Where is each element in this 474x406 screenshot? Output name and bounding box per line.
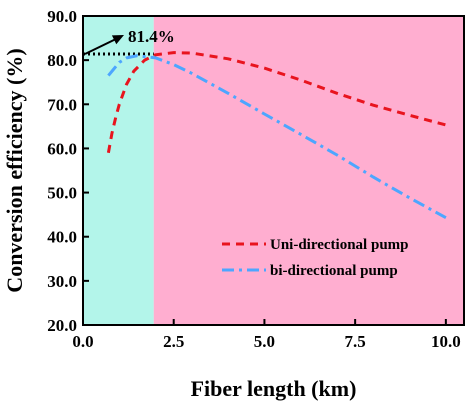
annotation-arrow [84, 37, 119, 55]
y-tick-label: 20.0 [47, 316, 77, 335]
plot-frame [82, 15, 465, 326]
series-line-1 [107, 54, 447, 220]
y-tick-label: 50.0 [47, 184, 77, 203]
x-axis-title: Fiber length (km) [191, 376, 357, 401]
legend: Uni-directional pump bi-directional pump [222, 237, 409, 279]
y-tick-label: 30.0 [47, 272, 77, 291]
y-axis-title: Conversion efficiency (%) [2, 48, 27, 292]
legend-label-uni: Uni-directional pump [270, 237, 409, 253]
y-tick-label: 70.0 [47, 95, 77, 114]
x-tick-label: 2.5 [163, 332, 184, 351]
axis-ticks: 0.0 2.5 5.0 7.5 10.0 20.0 30.0 40.0 50.0 60.0 70.0… [47, 7, 460, 351]
annotation-arrowhead [111, 35, 124, 45]
shaded-regions [83, 16, 464, 325]
x-tick-label: 7.5 [345, 332, 366, 351]
y-tick-label: 40.0 [47, 228, 77, 247]
x-tick-label: 5.0 [254, 332, 275, 351]
peak-annotation: 81.4% [84, 27, 175, 55]
series-line-0 [106, 51, 447, 154]
legend-label-bi: bi-directional pump [270, 263, 398, 279]
x-tick-label: 0.0 [72, 332, 93, 351]
y-tick-label: 80.0 [47, 51, 77, 70]
region-1 [153, 16, 464, 325]
series-layer [106, 51, 447, 220]
region-0 [83, 16, 154, 325]
y-tick-label: 90.0 [47, 7, 77, 26]
y-tick-label: 60.0 [47, 139, 77, 158]
annotation-label: 81.4% [128, 27, 175, 46]
x-tick-label: 10.0 [431, 332, 461, 351]
